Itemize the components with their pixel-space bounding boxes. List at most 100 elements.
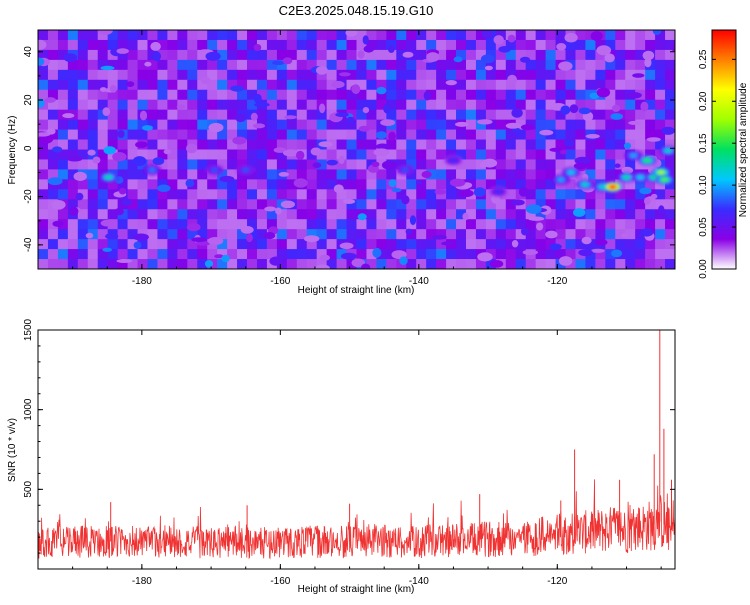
heatmap-cell [137, 69, 148, 81]
heatmap-cell [515, 149, 527, 160]
heatmap-cell [376, 109, 387, 121]
heatmap-cell [595, 129, 606, 141]
heatmap-cell [575, 79, 586, 91]
heatmap-cell [665, 199, 675, 210]
heatmap-cell [465, 109, 477, 121]
heatmap-cell [356, 109, 367, 121]
heatmap-cell [465, 49, 477, 61]
heatmap-cell [87, 249, 99, 260]
heatmap-cell [426, 219, 437, 230]
heatmap-cell [525, 79, 537, 91]
heatmap-cell [465, 139, 477, 150]
heatmap-cell [306, 99, 318, 111]
heatmap-cell [366, 59, 377, 71]
heatmap-cell [77, 219, 89, 230]
heatmap-blob [401, 195, 410, 205]
heatmap-cell [137, 259, 148, 269]
heatmap-cell [276, 99, 288, 111]
heatmap-cell [565, 159, 576, 170]
heatmap-cell [157, 169, 168, 180]
heatmap-cell [645, 129, 656, 141]
heatmap-cell [306, 259, 318, 269]
heatmap-cell [605, 39, 616, 51]
heatmap-cell [306, 59, 318, 71]
heatmap-cell [306, 39, 318, 51]
heatmap-cell [177, 199, 188, 210]
heatmap-cell [336, 119, 348, 131]
heatmap-blob [117, 130, 125, 138]
heatmap-cell [217, 139, 228, 150]
heatmap-blob [105, 233, 119, 240]
heatmap-cell [87, 219, 99, 230]
heatmap-blob [221, 254, 230, 263]
heatmap-cell [177, 79, 188, 91]
heatmap-blob [421, 171, 432, 178]
heatmap-cell [376, 169, 387, 180]
heatmap-cell [38, 259, 49, 269]
heatmap-cell [147, 249, 158, 260]
heatmap-cell [575, 229, 586, 240]
colorbar-label: Normalized spectral amplitude [738, 82, 749, 217]
heatmap-cell [256, 179, 268, 190]
heatmap-cell [237, 149, 248, 160]
heatmap-cell [366, 189, 377, 200]
heatmap-cell [276, 149, 288, 160]
heatmap-cell [217, 149, 228, 160]
heatmap-cell [187, 209, 198, 220]
heatmap-cell [147, 239, 158, 250]
heatmap-cell [525, 129, 537, 141]
heatmap-cell [326, 189, 338, 200]
heatmap-cell [545, 39, 557, 51]
heatmap-blob [269, 256, 283, 266]
heatmap-cell [645, 79, 656, 91]
heatmap-cell [167, 159, 178, 170]
heatmap-blob [484, 65, 493, 71]
heatmap-blob [423, 90, 432, 101]
heatmap-cell [525, 30, 537, 41]
heatmap-cell [197, 30, 208, 41]
heatmap-cell [316, 129, 328, 141]
heatmap-blob [445, 80, 457, 86]
heatmap-cell [256, 229, 268, 240]
heatmap-cell [555, 129, 567, 141]
heatmap-cell [316, 109, 328, 121]
heatmap-cell [306, 169, 318, 180]
heatmap-cell [555, 79, 567, 91]
heatmap-cell [555, 189, 567, 200]
heatmap-cell [137, 59, 148, 71]
heatmap-cell [77, 129, 89, 141]
heatmap-cell [47, 159, 59, 170]
heatmap-cell [247, 229, 258, 240]
heatmap-cell [67, 39, 79, 51]
heatmap-cell [326, 89, 338, 101]
heatmap-cell [605, 69, 616, 81]
heatmap-cell [475, 169, 487, 180]
heatmap-cell [456, 259, 467, 269]
heatmap-cell [436, 199, 447, 210]
heatmap-cell [456, 149, 467, 160]
heatmap-cell [256, 79, 268, 91]
heatmap-cell [266, 49, 278, 61]
heatmap-cell [346, 259, 357, 269]
heatmap-cell [346, 179, 357, 190]
heatmap-cell [87, 39, 99, 51]
heatmap-cell [505, 169, 517, 180]
heatmap-hotspot [449, 158, 457, 163]
heatmap-cell [595, 189, 606, 200]
heatmap-cell [167, 209, 178, 220]
heatmap-blob [331, 80, 345, 89]
heatmap-cell [555, 30, 567, 41]
heatmap-cell [247, 149, 258, 160]
heatmap-cell [237, 169, 248, 180]
heatmap-cell [595, 249, 606, 260]
heatmap-cell [515, 139, 527, 150]
heatmap-cell [77, 109, 89, 121]
heatmap-cell [625, 69, 636, 81]
heatmap-cell [485, 219, 497, 230]
heatmap-cell [127, 199, 139, 210]
heatmap-cell [515, 79, 527, 91]
heatmap-cell [555, 49, 567, 61]
heatmap-blob [163, 149, 172, 155]
heatmap-cell [475, 49, 487, 61]
heatmap-cell [545, 159, 557, 170]
